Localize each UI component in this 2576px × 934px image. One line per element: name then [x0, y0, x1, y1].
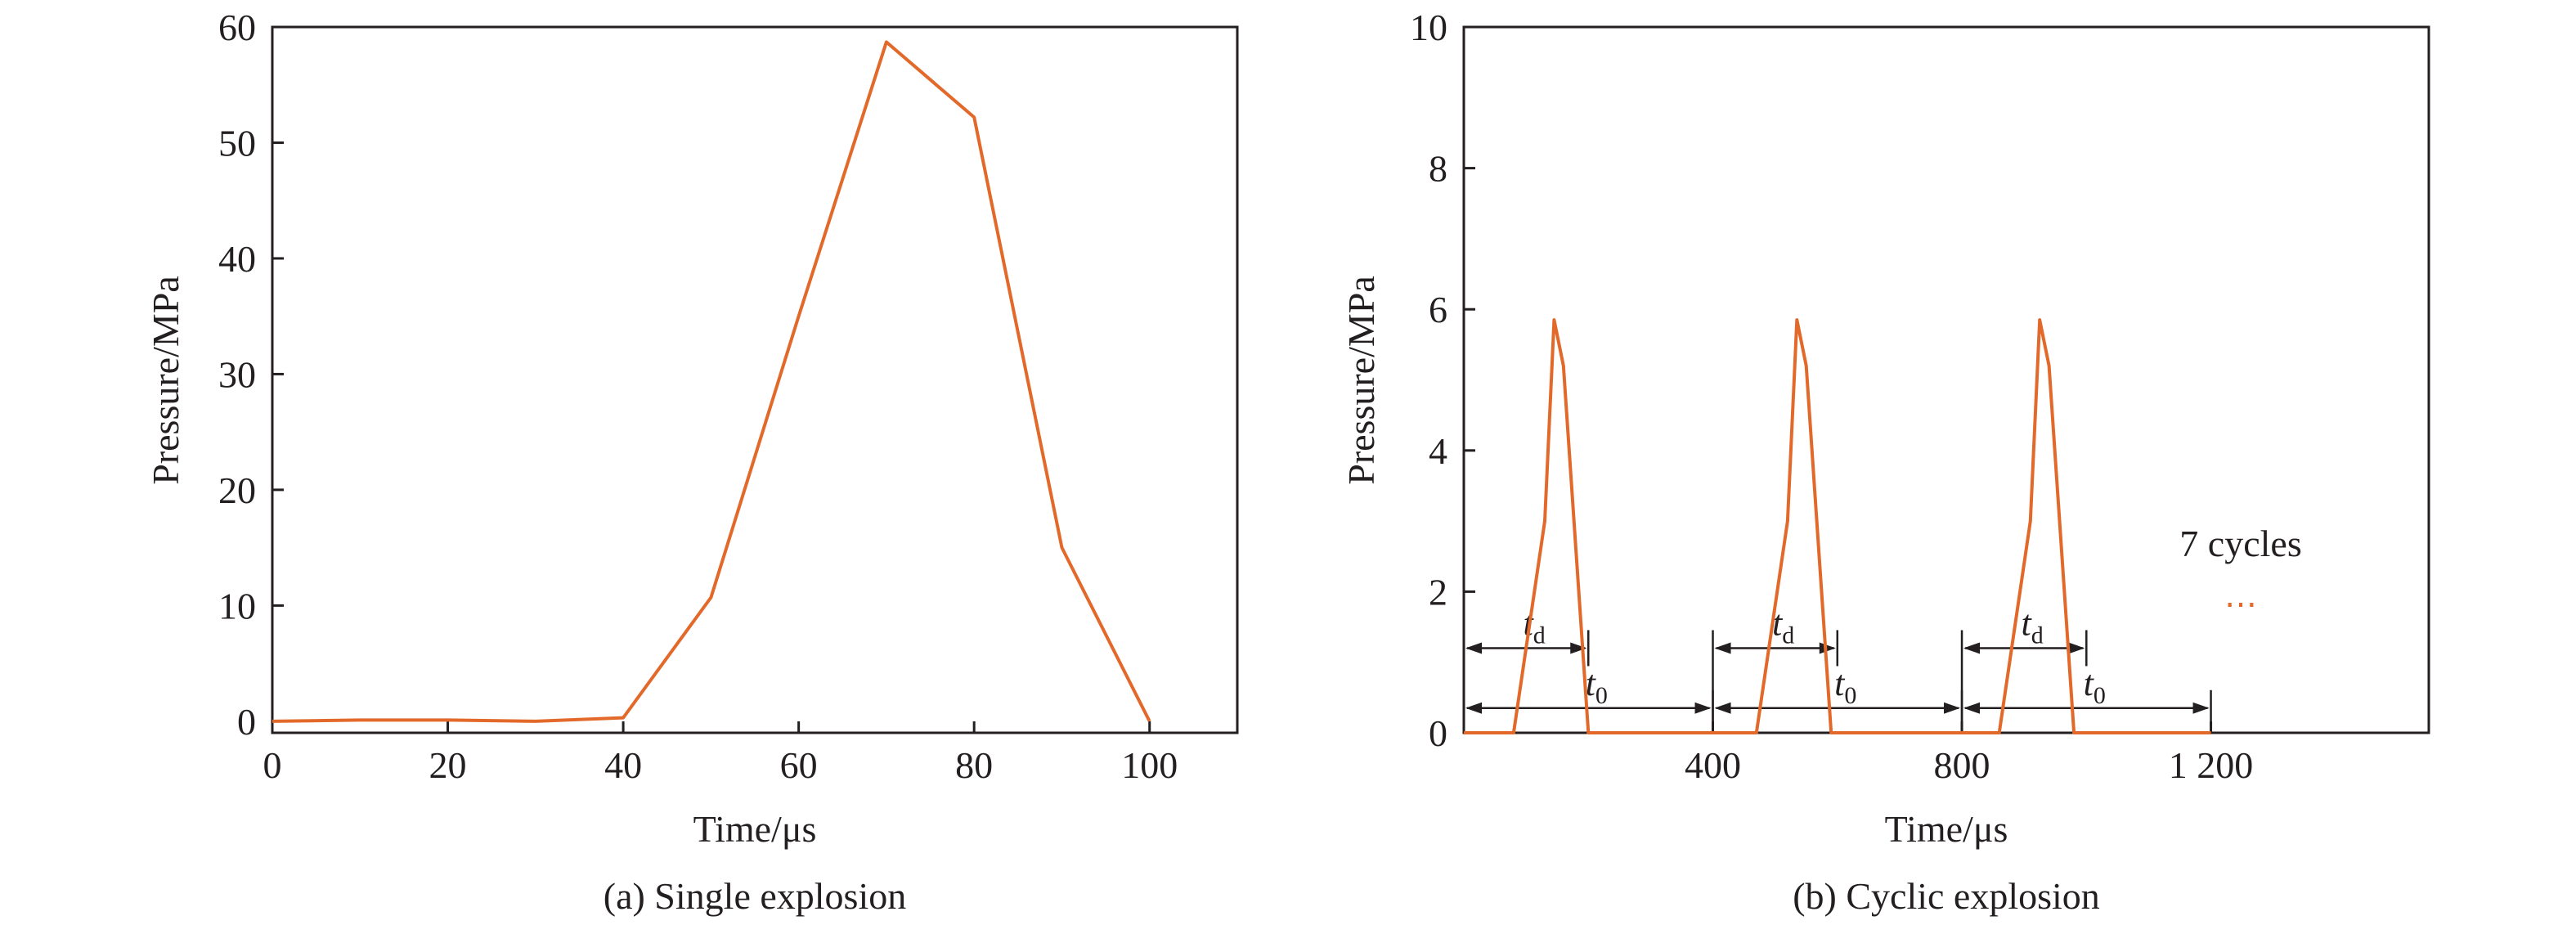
y-tick-label: 4: [1429, 430, 1447, 472]
y-tick-label: 10: [218, 585, 256, 626]
arrow-head: [1963, 642, 1981, 654]
y-tick-label: 10: [1410, 7, 1447, 48]
pressure-series-line: [1464, 318, 2211, 734]
x-tick-label: 100: [1121, 744, 1178, 786]
pressure-series-line: [272, 40, 1151, 723]
tick-labels: 0 20 40 60 80 100 0 10 20 30 40 50 60: [218, 7, 1178, 786]
arrow-head: [1570, 642, 1587, 654]
chart-single-explosion: 0 20 40 60 80 100 0 10 20 30 40 50 60 Time/μs Pressu…: [145, 7, 1239, 917]
panel-caption: (a) Single explosion: [604, 875, 907, 917]
y-tick-label: 20: [218, 469, 256, 511]
t0-label: t0: [2084, 663, 2106, 709]
x-tick-label: 20: [429, 744, 467, 786]
t0-label: t0: [1834, 663, 1856, 709]
arrow-head: [1819, 642, 1836, 654]
arrow-head: [2192, 702, 2210, 714]
x-axis-label: Time/μs: [1885, 808, 2008, 850]
arrow-head: [1694, 702, 1712, 714]
t0-label: t0: [1586, 663, 1608, 709]
y-tick-label: 0: [237, 701, 256, 743]
x-tick-label: 60: [780, 744, 818, 786]
arrow-head: [1714, 702, 1731, 714]
x-tick-label: 1 200: [2169, 744, 2254, 786]
y-tick-label: 6: [1429, 289, 1447, 330]
x-tick-label: 0: [263, 744, 282, 786]
ellipsis-marker: ⋯: [2224, 586, 2257, 622]
axis-ticks: [1464, 25, 2213, 734]
arrow-head: [1465, 702, 1482, 714]
tick-labels: 400 800 1 200 0 2 4 6 8 10: [1410, 7, 2253, 786]
y-tick-label: 2: [1429, 571, 1447, 613]
y-tick-label: 50: [218, 122, 256, 164]
arrow-head: [1944, 702, 1961, 714]
x-axis-label: Time/μs: [693, 808, 817, 850]
plot-frame: [271, 25, 1239, 734]
arrow-head: [1963, 702, 1981, 714]
y-axis-label: Pressure/MPa: [145, 276, 186, 485]
x-tick-label: 800: [1934, 744, 1990, 786]
y-tick-label: 40: [218, 238, 256, 280]
panel-caption: (b) Cyclic explosion: [1793, 875, 2100, 917]
arrow-head: [1714, 642, 1731, 654]
series-lines: [272, 40, 1151, 723]
arrow-head: [1465, 642, 1482, 654]
cycles-note: 7 cycles: [2179, 523, 2301, 564]
y-tick-label: 30: [218, 353, 256, 395]
y-tick-label: 8: [1429, 148, 1447, 190]
y-tick-label: 0: [1429, 712, 1447, 754]
y-axis-label: Pressure/MPa: [1340, 276, 1382, 485]
arrow-head: [2068, 642, 2085, 654]
y-tick-label: 60: [218, 7, 256, 48]
x-tick-label: 80: [955, 744, 993, 786]
series-lines: [1463, 318, 2211, 734]
x-tick-label: 40: [604, 744, 642, 786]
plot-frame: [1462, 25, 2430, 734]
x-tick-label: 400: [1685, 744, 1741, 786]
td-label: td: [2022, 603, 2044, 649]
axis-ticks: [271, 25, 1151, 733]
